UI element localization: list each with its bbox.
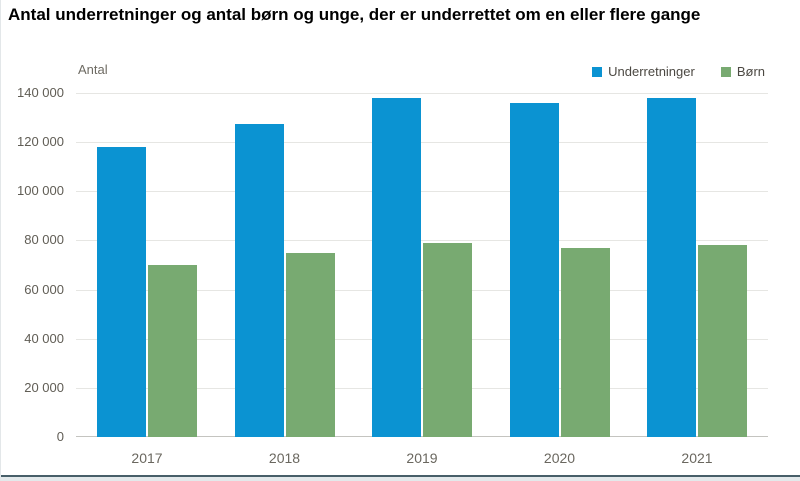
gridline-100000: [76, 191, 768, 193]
y-tick-label: 20 000: [24, 379, 64, 395]
bar-group-2018: [234, 93, 336, 437]
legend-label: Underretninger: [608, 64, 695, 79]
gridline-0: [76, 436, 768, 437]
gridline-80000: [76, 240, 768, 242]
bar-børn-2020: [560, 248, 610, 437]
y-tick-label: 100 000: [17, 183, 64, 199]
y-tick-label: 140 000: [17, 85, 64, 100]
bar-underretninger-2020: [509, 103, 559, 437]
legend: Underretninger Børn: [592, 64, 765, 79]
bar-group-2017: [96, 93, 198, 437]
gridline-60000: [76, 289, 768, 291]
bar-group-2020: [509, 93, 611, 437]
bar-group-2021: [646, 93, 748, 437]
legend-swatch-icon: [720, 66, 731, 77]
bar-børn-2021: [698, 245, 747, 437]
legend-swatch-icon: [592, 66, 603, 77]
y-tick-label: 60 000: [24, 281, 64, 297]
bar-underretninger-2019: [372, 98, 421, 437]
x-tick-label-2019: 2019: [406, 450, 438, 466]
bar-underretninger-2017: [97, 147, 146, 437]
gridline-40000: [76, 338, 768, 340]
gridline-20000: [76, 387, 768, 389]
window-bottom-strip: [1, 477, 800, 481]
plot-area: [76, 93, 768, 437]
gridline-120000: [76, 142, 768, 144]
x-tick-label-2018: 2018: [268, 450, 301, 466]
window-bottom-border: [1, 475, 800, 477]
legend-label: Børn: [736, 64, 765, 79]
y-axis-title: Antal: [78, 62, 108, 77]
legend-item-underretninger: Underretninger: [592, 64, 695, 79]
legend-item-børn: Børn: [720, 64, 765, 79]
x-tick-label-2017: 2017: [131, 450, 163, 466]
x-tick-label-2021: 2021: [681, 450, 713, 466]
gridline-140000: [76, 93, 768, 94]
x-tick-label-2020: 2020: [543, 450, 576, 466]
y-tick-label: 0: [56, 429, 64, 444]
y-tick-label: 120 000: [17, 134, 64, 150]
y-tick-label: 80 000: [24, 232, 64, 248]
bar-børn-2018: [285, 253, 335, 437]
bar-børn-2019: [423, 243, 472, 437]
bar-group-2019: [371, 93, 473, 437]
y-tick-label: 40 000: [24, 330, 64, 346]
bar-underretninger-2021: [647, 98, 696, 437]
bar-underretninger-2018: [234, 124, 284, 437]
bar-børn-2017: [148, 265, 197, 437]
chart-title: Antal underretninger og antal børn og un…: [8, 5, 701, 24]
